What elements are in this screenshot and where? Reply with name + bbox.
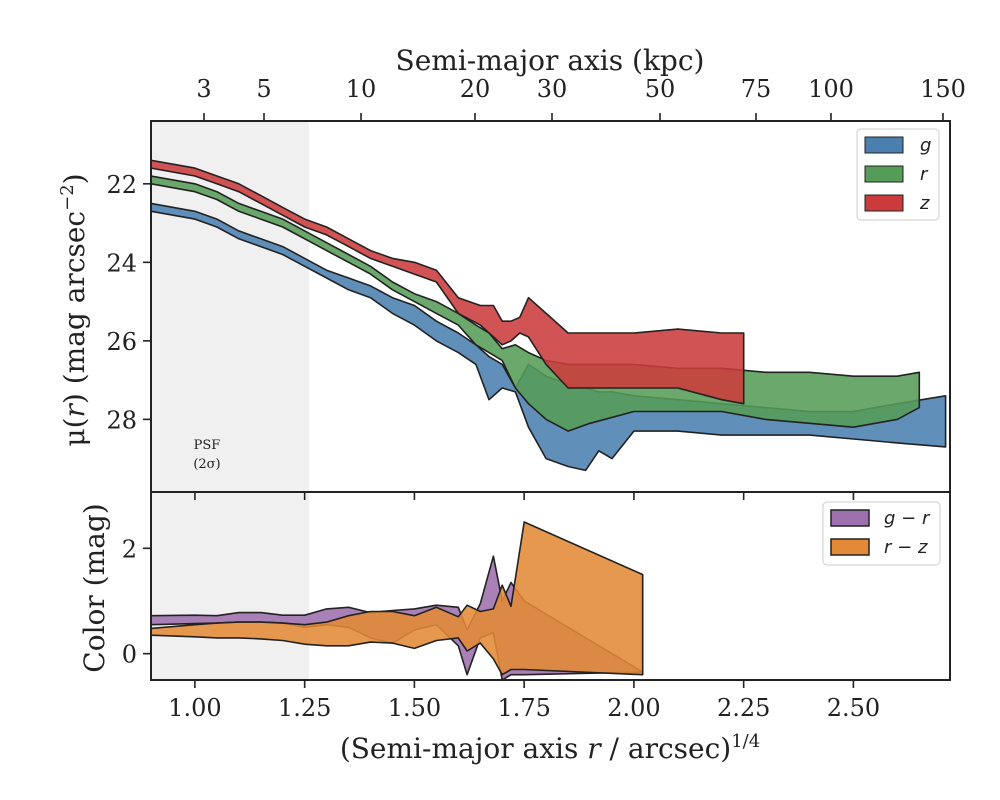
top-x-tick-label: 150: [920, 75, 966, 103]
legend-swatch-r: [864, 165, 904, 183]
color-plot: [151, 521, 644, 680]
legend-swatch-r-minus-z: [830, 538, 870, 556]
top-x-tick-label: 100: [808, 75, 854, 103]
legend-label-g: g: [920, 135, 931, 156]
y-tick-label-bottom: 0: [122, 641, 137, 669]
y-tick-label-top: 24: [106, 249, 137, 277]
series-z-band: [151, 159, 745, 405]
top-x-tick-label: 10: [346, 75, 377, 103]
bottom-legend: g − r r − z: [822, 501, 941, 566]
y-tick-label-top: 28: [106, 406, 137, 434]
legend-swatch-g-minus-r: [830, 509, 870, 527]
top-x-tick-label: 5: [256, 75, 271, 103]
x-tick-label: 2.25: [717, 694, 770, 722]
top-x-axis-label: Semi-major axis (kpc): [396, 44, 705, 77]
legend-label-r: r: [920, 164, 929, 185]
top-x-tick-label: 50: [645, 75, 676, 103]
y-axis-label-top: μ(r) (mag arcsec−2): [57, 173, 91, 446]
top-legend: grz: [856, 128, 940, 221]
x-axis-label: (Semi-major axis r / arcsec)1/4: [340, 731, 760, 765]
x-tick-label: 1.00: [168, 694, 221, 722]
top-x-tick-label: 30: [537, 75, 568, 103]
axis-ticks: 1.00 1.25 1.50 1.75 2.00 2.25 2.50 22 24 26 28 0 2 3 5…: [106, 75, 965, 722]
psf-label: PSF: [194, 438, 221, 453]
y-tick-label-top: 26: [106, 328, 137, 356]
top-x-tick-label: 3: [196, 75, 211, 103]
x-tick-label: 2.50: [827, 694, 880, 722]
legend-label-r-minus-z: r − z: [884, 537, 928, 558]
y-tick-label-bottom: 2: [122, 535, 137, 563]
legend-label-z: z: [919, 193, 930, 214]
series-r-band: [151, 175, 921, 432]
top-x-tick-label: 75: [741, 75, 772, 103]
series-r-minus-z-band: [151, 521, 644, 676]
x-tick-label: 1.75: [497, 694, 550, 722]
x-tick-label: 1.50: [388, 694, 441, 722]
psf-label-sigma: (2σ): [193, 457, 220, 472]
legend-swatch-z: [864, 194, 904, 212]
psf-region-top: [151, 121, 310, 492]
x-tick-label: 2.00: [607, 694, 660, 722]
surface-brightness-plot: [151, 159, 947, 472]
x-tick-label: 1.25: [278, 694, 331, 722]
legend-swatch-g: [864, 136, 904, 154]
legend-label-g-minus-r: g − r: [884, 508, 931, 529]
top-x-tick-label: 20: [460, 75, 491, 103]
psf-region-bottom: [151, 493, 310, 680]
y-tick-label-top: 22: [106, 171, 137, 199]
bottom-panel-frame: [150, 491, 951, 681]
y-axis-label-bottom: Color (mag): [78, 503, 111, 672]
